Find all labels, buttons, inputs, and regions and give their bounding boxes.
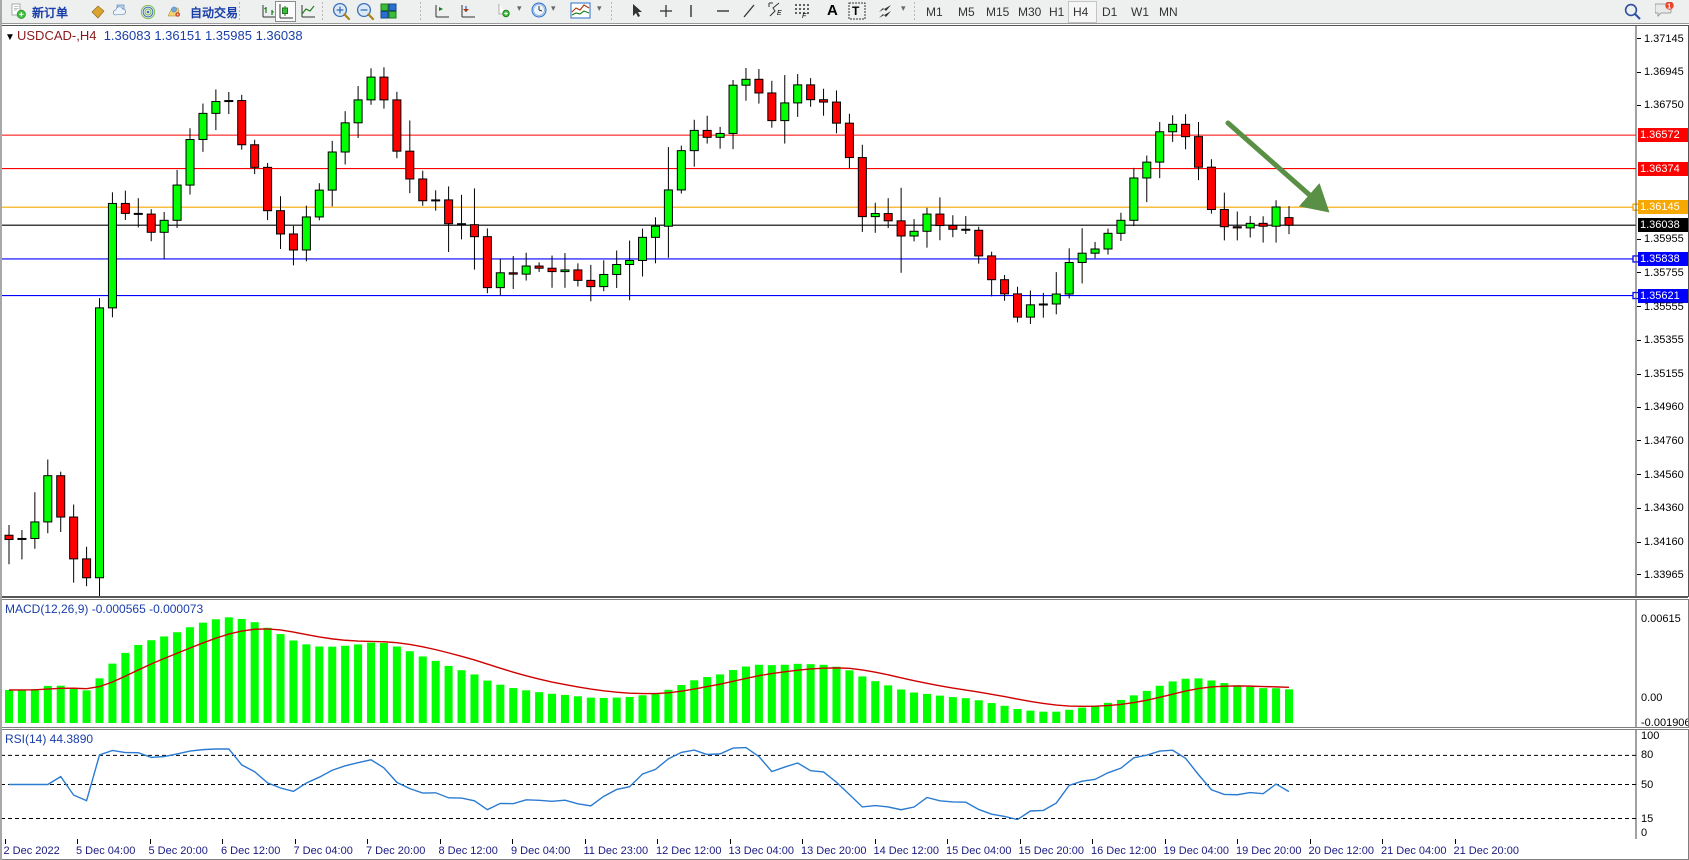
svg-text:T: T	[852, 4, 860, 18]
svg-text:1: 1	[1667, 3, 1671, 10]
